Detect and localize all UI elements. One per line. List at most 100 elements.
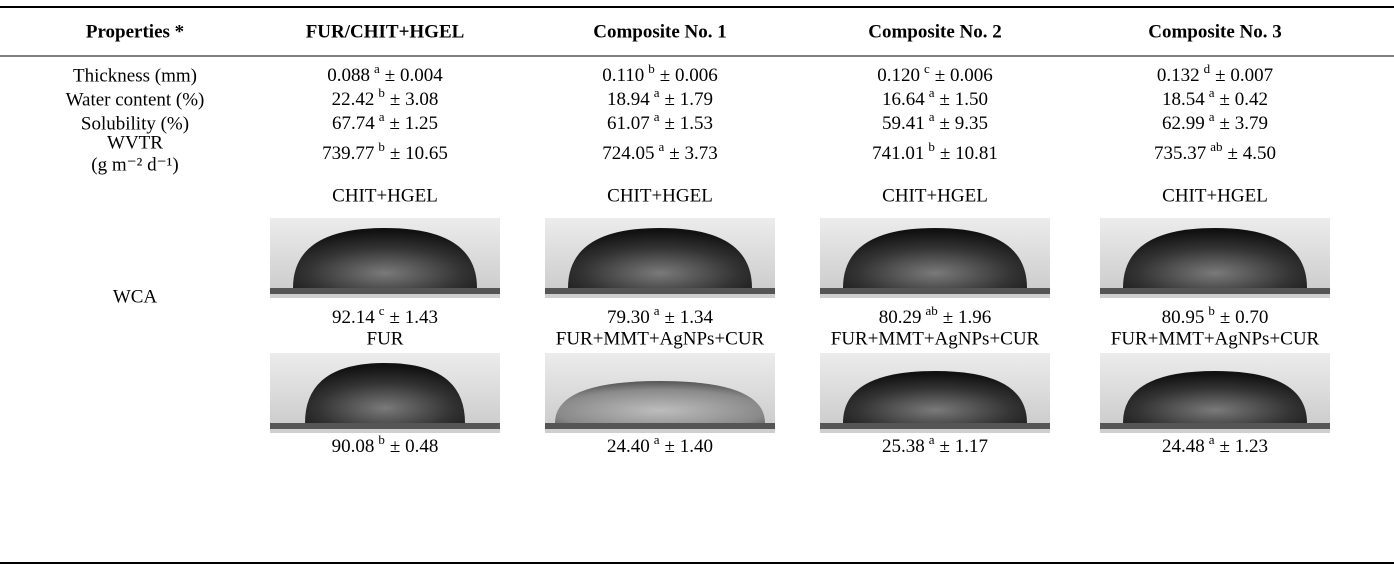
substrate-shadow bbox=[270, 429, 500, 433]
cell-superscript: a bbox=[1209, 109, 1215, 124]
cell-superscript: a bbox=[659, 139, 665, 154]
cell-value: 59.41 bbox=[882, 113, 925, 134]
substrate bbox=[270, 423, 500, 429]
cell: 80.29 ab ± 1.96 bbox=[879, 303, 991, 328]
sample-label: FUR+MMT+AgNPs+CUR bbox=[556, 328, 765, 349]
droplet-image bbox=[545, 218, 775, 298]
substrate-shadow bbox=[1100, 294, 1330, 298]
cell-error: ± 0.70 bbox=[1220, 307, 1268, 328]
droplet-image bbox=[820, 218, 1050, 298]
substrate bbox=[545, 288, 775, 294]
cell-superscript: a bbox=[929, 109, 935, 124]
substrate bbox=[820, 288, 1050, 294]
cell-error: ± 3.08 bbox=[390, 89, 438, 110]
column-header: FUR/CHIT+HGEL bbox=[306, 21, 465, 42]
cell-value: 739.77 bbox=[322, 143, 374, 164]
cell: 724.05 a ± 3.73 bbox=[602, 139, 717, 164]
substrate bbox=[1100, 423, 1330, 429]
cell-superscript: a bbox=[929, 85, 935, 100]
cell-value: 741.01 bbox=[872, 143, 924, 164]
cell: 0.088 a ± 0.004 bbox=[327, 61, 443, 86]
cell-superscript: b bbox=[378, 139, 385, 154]
cell-superscript: b bbox=[1208, 303, 1215, 318]
cell: 24.40a± 1.40 bbox=[607, 432, 713, 457]
cell: 0.120c± 0.006 bbox=[877, 61, 992, 86]
cell: 80.95b ± 0.70 bbox=[1162, 303, 1269, 328]
cell-error: ± 3.79 bbox=[1220, 113, 1268, 134]
substrate-shadow bbox=[545, 429, 775, 433]
cell-value: 92.14 bbox=[332, 307, 375, 328]
cell-error: ± 1.50 bbox=[940, 89, 988, 110]
cell-value: 67.74 bbox=[332, 113, 375, 134]
substrate bbox=[270, 288, 500, 294]
cell: 61.07a± 1.53 bbox=[607, 109, 713, 134]
cell-error: ± 10.81 bbox=[940, 143, 998, 164]
cell-error: ± 1.17 bbox=[940, 436, 988, 457]
cell-superscript: a bbox=[379, 109, 385, 124]
cell-error: ± 3.73 bbox=[669, 143, 717, 164]
cell-error: ± 0.006 bbox=[935, 65, 993, 86]
cell-superscript: c bbox=[924, 61, 930, 76]
row-label: (g m⁻² d⁻¹) bbox=[91, 154, 178, 175]
cell-superscript: b bbox=[928, 139, 935, 154]
cell-superscript: b bbox=[378, 85, 385, 100]
cell-error: ± 1.96 bbox=[943, 307, 991, 328]
cell-value: 0.110 bbox=[602, 65, 644, 86]
column-header: Composite No. 3 bbox=[1148, 21, 1282, 42]
cell-superscript: a bbox=[654, 303, 660, 318]
droplet-image bbox=[270, 218, 500, 298]
cell-error: ± 0.006 bbox=[660, 65, 718, 86]
cell-value: 24.48 bbox=[1162, 436, 1205, 457]
column-header: Composite No. 2 bbox=[868, 21, 1002, 42]
cell-error: ± 1.53 bbox=[665, 113, 713, 134]
cell-error: ± 1.23 bbox=[1220, 436, 1268, 457]
sample-label: CHIT+HGEL bbox=[882, 185, 988, 206]
cell-value: 735.37 bbox=[1154, 143, 1206, 164]
cell: 741.01 b ± 10.81 bbox=[872, 139, 998, 164]
droplet-image bbox=[545, 353, 775, 433]
droplet-image bbox=[820, 353, 1050, 433]
cell: 92.14 c ± 1.43 bbox=[332, 303, 438, 328]
cell-value: 25.38 bbox=[882, 436, 925, 457]
cell-value: 0.088 bbox=[327, 65, 370, 86]
table: Properties *FUR/CHIT+HGELComposite No. 1… bbox=[0, 0, 1394, 565]
substrate-shadow bbox=[270, 294, 500, 298]
cell-value: 18.54 bbox=[1162, 89, 1205, 110]
cell-error: ± 1.43 bbox=[390, 307, 438, 328]
cell-error: ± 10.65 bbox=[390, 143, 448, 164]
sample-label: CHIT+HGEL bbox=[332, 185, 438, 206]
cell-value: 61.07 bbox=[607, 113, 650, 134]
cell-error: ± 0.48 bbox=[390, 436, 438, 457]
cell-superscript: ab bbox=[1210, 139, 1222, 154]
cell-error: ± 1.34 bbox=[665, 307, 714, 328]
droplet-image bbox=[270, 353, 500, 433]
cell-error: ± 1.40 bbox=[665, 436, 713, 457]
sample-label: CHIT+HGEL bbox=[607, 185, 713, 206]
cell-value: 80.29 bbox=[879, 307, 922, 328]
row-label: Water content (%) bbox=[66, 89, 205, 110]
cell-value: 724.05 bbox=[602, 143, 654, 164]
cell-error: ± 1.79 bbox=[665, 89, 713, 110]
cell-superscript: ab bbox=[926, 303, 938, 318]
cell-error: ± 0.004 bbox=[385, 65, 443, 86]
cell-superscript: c bbox=[379, 303, 385, 318]
cell-superscript: a bbox=[1209, 85, 1215, 100]
cell-error: ± 1.25 bbox=[390, 113, 438, 134]
sample-label: FUR bbox=[367, 328, 404, 349]
cell-value: 90.08 bbox=[332, 436, 375, 457]
cell-value: 80.95 bbox=[1162, 307, 1205, 328]
cell-superscript: b bbox=[378, 432, 385, 447]
cell-superscript: a bbox=[374, 61, 380, 76]
substrate bbox=[820, 423, 1050, 429]
sample-label: FUR+MMT+AgNPs+CUR bbox=[831, 328, 1040, 349]
sample-label: CHIT+HGEL bbox=[1162, 185, 1268, 206]
